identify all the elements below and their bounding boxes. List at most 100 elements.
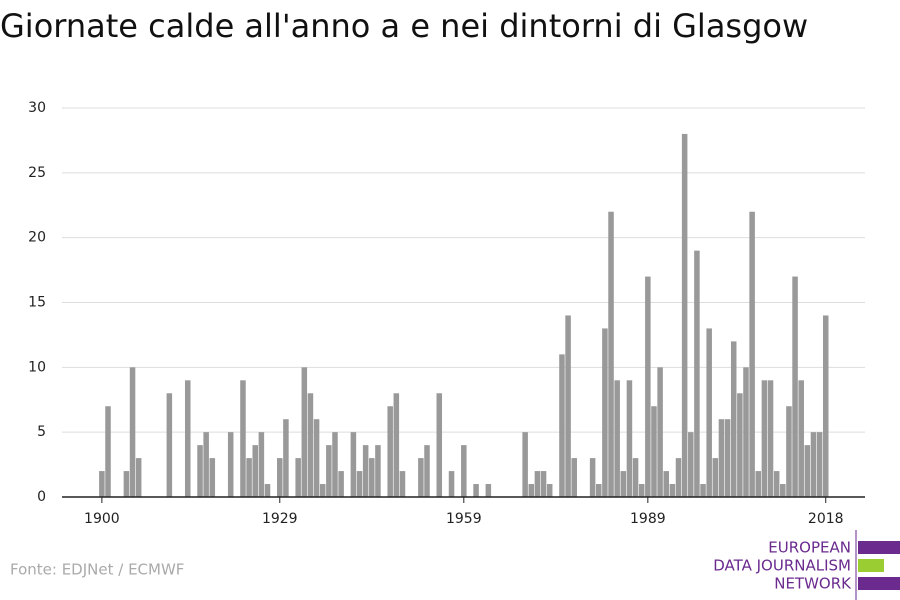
bar bbox=[246, 458, 252, 497]
bar bbox=[209, 458, 216, 497]
bar bbox=[546, 484, 553, 497]
bar bbox=[571, 458, 577, 497]
y-tick-label: 5 bbox=[37, 424, 46, 440]
bar bbox=[264, 484, 271, 497]
bar bbox=[743, 367, 749, 497]
bar bbox=[540, 471, 547, 497]
bar bbox=[129, 367, 136, 497]
bar bbox=[767, 380, 774, 497]
bar bbox=[313, 419, 320, 497]
bar bbox=[240, 380, 246, 497]
bar bbox=[399, 471, 406, 497]
x-tick-label: 1989 bbox=[630, 511, 666, 527]
bar bbox=[792, 276, 798, 497]
bar bbox=[645, 276, 651, 497]
bar bbox=[681, 133, 688, 497]
bar bbox=[712, 458, 719, 497]
bar bbox=[761, 380, 768, 497]
bar bbox=[258, 432, 265, 497]
bar bbox=[166, 393, 173, 497]
bar bbox=[755, 471, 762, 497]
bar bbox=[822, 315, 829, 497]
bar bbox=[283, 419, 289, 497]
bar bbox=[319, 484, 326, 497]
bar bbox=[559, 354, 565, 497]
y-tick-label: 25 bbox=[28, 165, 46, 181]
bar bbox=[252, 445, 258, 497]
bar bbox=[675, 458, 682, 497]
bar bbox=[326, 445, 332, 497]
bar bbox=[589, 458, 596, 497]
bar bbox=[663, 471, 670, 497]
bar bbox=[387, 406, 393, 497]
bar bbox=[369, 458, 375, 497]
logo-bar bbox=[858, 541, 900, 554]
bar bbox=[227, 432, 234, 497]
bar bbox=[356, 471, 363, 497]
bar bbox=[375, 445, 381, 497]
bar bbox=[773, 471, 780, 497]
bar bbox=[694, 250, 700, 497]
y-tick-label: 15 bbox=[28, 295, 46, 311]
y-tick-label: 30 bbox=[28, 100, 46, 116]
bar bbox=[184, 380, 191, 497]
bar bbox=[651, 406, 657, 497]
bar bbox=[135, 458, 142, 497]
bar bbox=[810, 432, 817, 497]
bar bbox=[295, 458, 301, 497]
logo-bar bbox=[858, 559, 884, 572]
bar bbox=[638, 484, 645, 497]
source: Fonte: EDJNet / ECMWF bbox=[10, 561, 184, 579]
x-tick-label: 1929 bbox=[262, 511, 298, 527]
bar bbox=[473, 484, 479, 497]
x-tick-label: 1900 bbox=[84, 511, 120, 527]
bar bbox=[485, 484, 492, 497]
x-tick-label: 1959 bbox=[446, 511, 482, 527]
bar bbox=[596, 484, 602, 497]
bar bbox=[528, 484, 535, 497]
bar bbox=[565, 315, 571, 497]
y-tick-label: 0 bbox=[37, 489, 46, 505]
y-tick-label: 10 bbox=[28, 359, 46, 375]
bar bbox=[448, 471, 455, 497]
bar bbox=[688, 432, 694, 497]
bar bbox=[657, 367, 663, 497]
logo-text: DATA JOURNALISM bbox=[713, 557, 851, 575]
bar bbox=[614, 380, 620, 497]
bar bbox=[424, 445, 430, 497]
bar bbox=[301, 367, 308, 497]
bar bbox=[669, 484, 676, 497]
bar bbox=[608, 211, 614, 497]
chart-title: Giornate calde all'anno a e nei dintorni… bbox=[0, 7, 808, 45]
bar bbox=[620, 471, 627, 497]
bar bbox=[307, 393, 314, 497]
bar bbox=[362, 445, 369, 497]
bar bbox=[197, 445, 203, 497]
bar bbox=[724, 419, 731, 497]
bar bbox=[393, 393, 400, 497]
bar bbox=[804, 445, 811, 497]
logo-text: EUROPEAN bbox=[768, 539, 851, 557]
bar bbox=[626, 380, 633, 497]
bar bbox=[798, 380, 804, 497]
bar bbox=[780, 484, 786, 497]
bar bbox=[816, 432, 823, 497]
bar bbox=[332, 432, 338, 497]
bar bbox=[749, 211, 755, 497]
bar bbox=[522, 432, 528, 497]
bar bbox=[338, 471, 344, 497]
bar bbox=[123, 471, 130, 497]
bar bbox=[786, 406, 792, 497]
bar bbox=[730, 341, 737, 497]
bar bbox=[534, 471, 541, 497]
x-tick-label: 2018 bbox=[808, 511, 844, 527]
bar bbox=[718, 419, 725, 497]
bar bbox=[436, 393, 443, 497]
bar bbox=[602, 328, 608, 497]
y-tick-label: 20 bbox=[28, 230, 46, 246]
bar bbox=[277, 458, 283, 497]
bar bbox=[461, 445, 467, 497]
logo-bar bbox=[858, 577, 900, 590]
bar bbox=[99, 471, 105, 497]
